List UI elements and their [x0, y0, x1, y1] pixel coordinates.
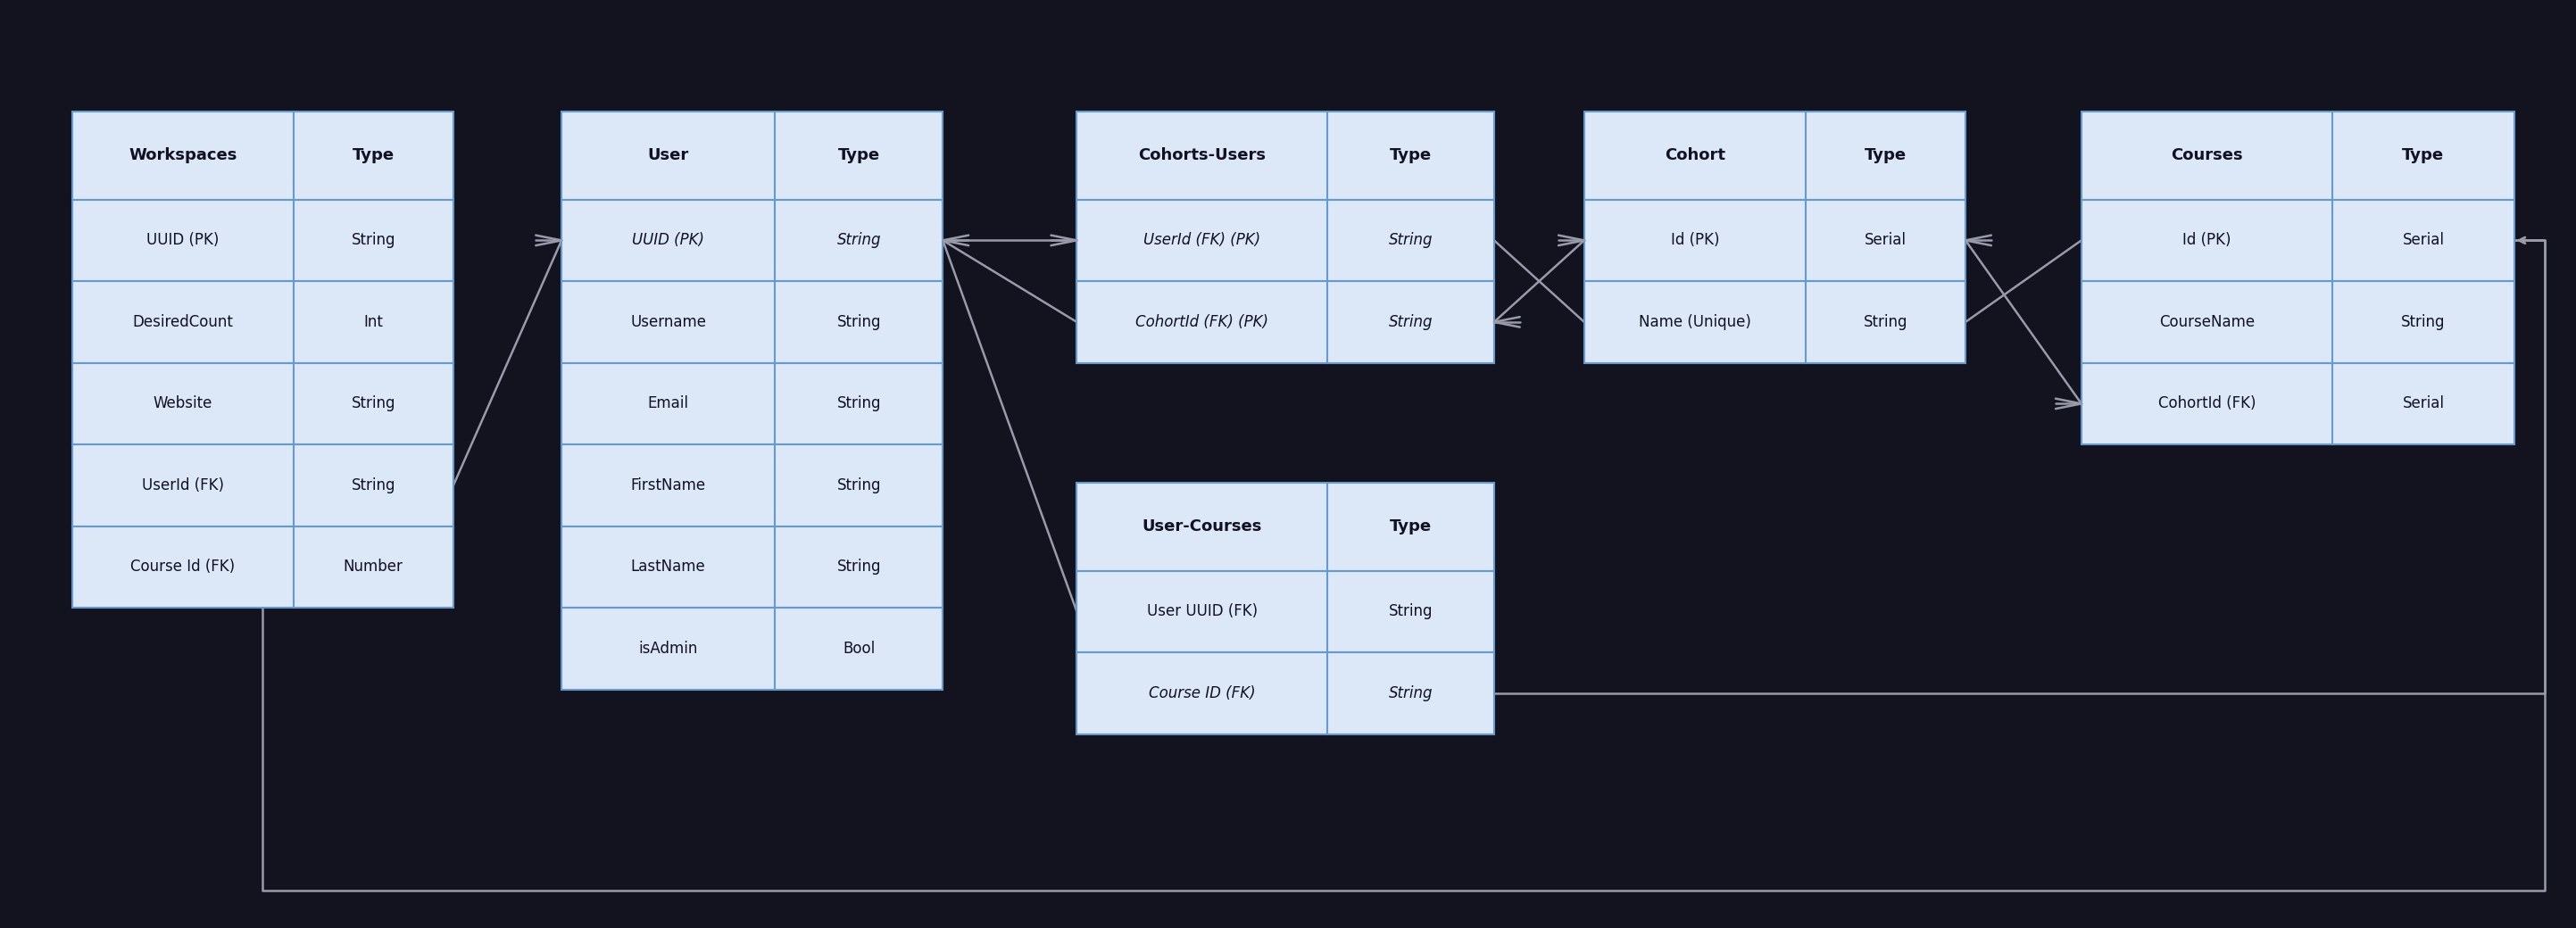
- Bar: [562, 281, 943, 363]
- Text: User UUID (FK): User UUID (FK): [1146, 603, 1257, 620]
- Text: Serial: Serial: [1865, 232, 1906, 249]
- Bar: [1584, 200, 1965, 281]
- Bar: [1584, 111, 1965, 200]
- Text: DesiredCount: DesiredCount: [131, 314, 232, 330]
- Text: String: String: [1388, 685, 1432, 702]
- Bar: [562, 111, 943, 200]
- Bar: [562, 526, 943, 608]
- Text: String: String: [1388, 314, 1432, 330]
- Text: Courses: Courses: [2172, 148, 2244, 163]
- Text: String: String: [837, 232, 881, 249]
- Text: Username: Username: [631, 314, 706, 330]
- Text: CohortId (FK): CohortId (FK): [2159, 395, 2257, 412]
- Bar: [1584, 281, 1965, 363]
- Text: isAdmin: isAdmin: [639, 640, 698, 657]
- Text: CourseName: CourseName: [2159, 314, 2254, 330]
- Text: String: String: [1388, 603, 1432, 620]
- Bar: [2081, 281, 2514, 363]
- Text: String: String: [1862, 314, 1906, 330]
- Text: Name (Unique): Name (Unique): [1638, 314, 1752, 330]
- Bar: [2081, 363, 2514, 445]
- Bar: [2081, 111, 2514, 200]
- Bar: [1077, 281, 1494, 363]
- Bar: [72, 111, 453, 200]
- Bar: [72, 526, 453, 608]
- Text: Type: Type: [2403, 148, 2445, 163]
- Text: Serial: Serial: [2403, 395, 2445, 412]
- Text: Type: Type: [1388, 148, 1432, 163]
- Text: String: String: [837, 314, 881, 330]
- Text: Id (PK): Id (PK): [2182, 232, 2231, 249]
- Bar: [1077, 111, 1494, 200]
- Text: String: String: [350, 232, 394, 249]
- Bar: [1077, 571, 1494, 652]
- Bar: [72, 200, 453, 281]
- Text: Number: Number: [343, 559, 404, 575]
- Bar: [1077, 200, 1494, 281]
- Bar: [72, 281, 453, 363]
- Text: String: String: [350, 395, 394, 412]
- Text: Course Id (FK): Course Id (FK): [131, 559, 234, 575]
- Bar: [72, 363, 453, 445]
- Text: LastName: LastName: [631, 559, 706, 575]
- Text: String: String: [1388, 232, 1432, 249]
- Bar: [72, 445, 453, 526]
- Text: Type: Type: [353, 148, 394, 163]
- Text: String: String: [837, 477, 881, 494]
- Text: Bool: Bool: [842, 640, 876, 657]
- Bar: [1077, 652, 1494, 734]
- Text: Workspaces: Workspaces: [129, 148, 237, 163]
- Text: String: String: [837, 395, 881, 412]
- Text: Type: Type: [837, 148, 881, 163]
- Text: Email: Email: [647, 395, 688, 412]
- Text: Type: Type: [1865, 148, 1906, 163]
- Text: Type: Type: [1388, 519, 1432, 535]
- Text: Id (PK): Id (PK): [1669, 232, 1718, 249]
- Text: String: String: [2401, 314, 2445, 330]
- Bar: [562, 200, 943, 281]
- Text: Course ID (FK): Course ID (FK): [1149, 685, 1255, 702]
- Bar: [562, 608, 943, 690]
- Text: UserId (FK): UserId (FK): [142, 477, 224, 494]
- Text: Serial: Serial: [2403, 232, 2445, 249]
- Text: FirstName: FirstName: [631, 477, 706, 494]
- Text: UserId (FK) (PK): UserId (FK) (PK): [1144, 232, 1260, 249]
- Text: Cohorts-Users: Cohorts-Users: [1139, 148, 1265, 163]
- Bar: [562, 363, 943, 445]
- Text: CohortId (FK) (PK): CohortId (FK) (PK): [1136, 314, 1267, 330]
- Bar: [562, 445, 943, 526]
- Text: Cohort: Cohort: [1664, 148, 1726, 163]
- Bar: [1077, 483, 1494, 571]
- Text: Int: Int: [363, 314, 384, 330]
- Bar: [2081, 200, 2514, 281]
- Text: User-Courses: User-Courses: [1141, 519, 1262, 535]
- Text: Website: Website: [152, 395, 211, 412]
- Text: UUID (PK): UUID (PK): [631, 232, 703, 249]
- Text: User: User: [647, 148, 688, 163]
- Text: String: String: [837, 559, 881, 575]
- Text: UUID (PK): UUID (PK): [147, 232, 219, 249]
- Text: String: String: [350, 477, 394, 494]
